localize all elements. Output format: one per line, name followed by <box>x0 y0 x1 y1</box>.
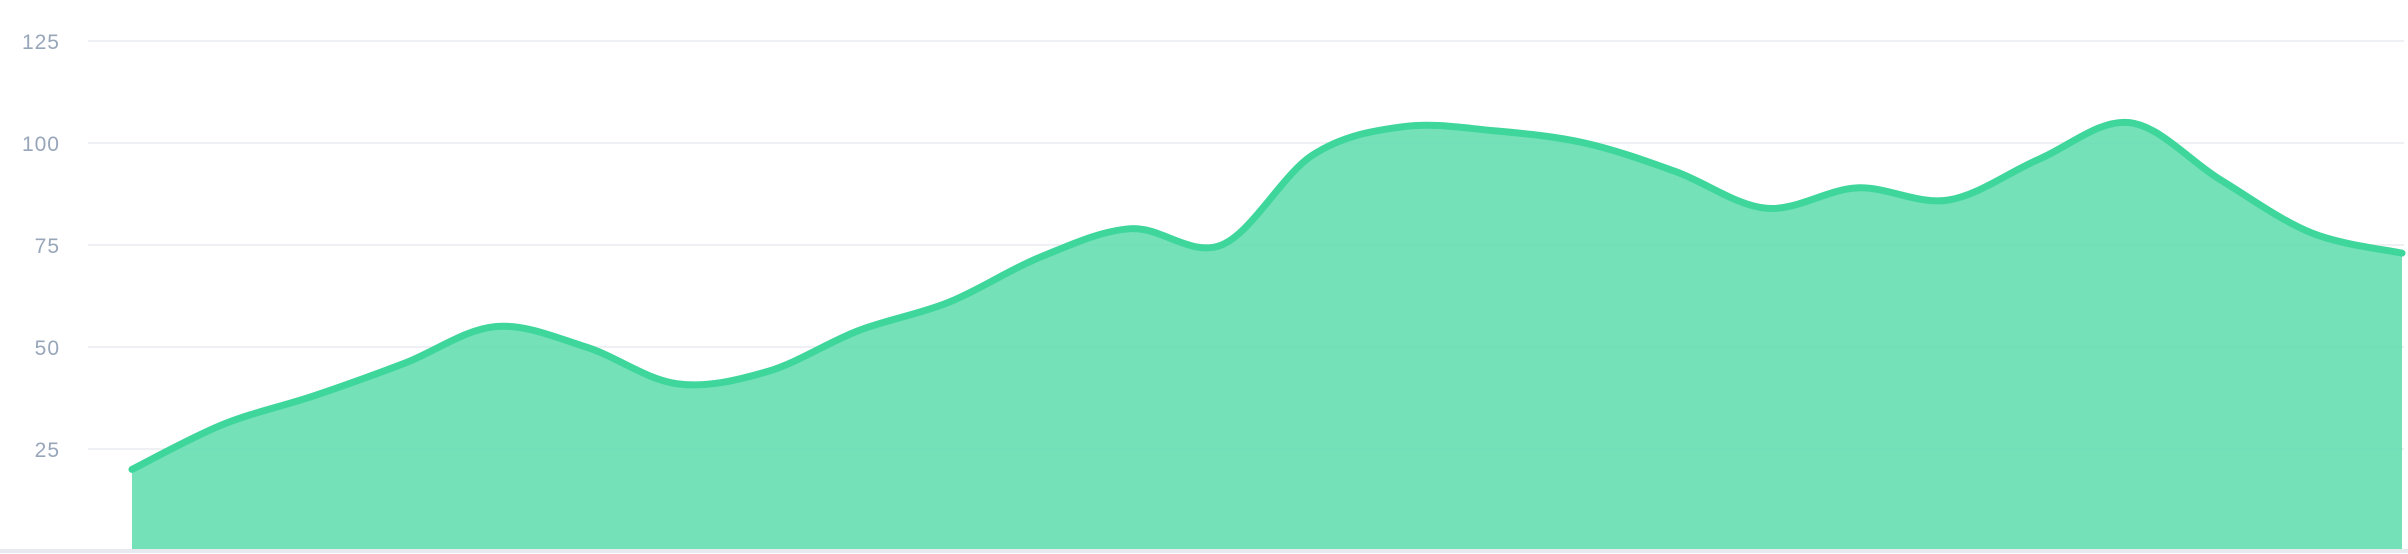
data-point-5 <box>583 344 589 350</box>
y-tick-label-50: 50 <box>35 337 60 360</box>
data-point-18 <box>1763 205 1769 211</box>
series-line-0 <box>128 118 2406 473</box>
data-point-11 <box>1128 226 1134 232</box>
y-tick-label-100: 100 <box>22 133 60 156</box>
data-point-10 <box>1037 254 1043 260</box>
data-point-4 <box>492 324 498 330</box>
data-point-17 <box>1673 169 1679 175</box>
area-fill-series-0 <box>132 122 2402 551</box>
data-point-12 <box>1219 242 1225 248</box>
y-tick-label-25: 25 <box>35 439 60 462</box>
data-point-20 <box>1945 197 1951 203</box>
data-point-2 <box>311 393 317 399</box>
data-point-14 <box>1400 124 1406 130</box>
data-point-13 <box>1309 152 1315 158</box>
data-point-9 <box>946 299 952 305</box>
data-point-21 <box>2036 156 2042 162</box>
data-point-22 <box>2127 120 2133 126</box>
data-point-19 <box>1854 185 1860 191</box>
data-point-24 <box>2308 230 2314 236</box>
y-tick-label-125: 125 <box>22 31 60 54</box>
data-point-16 <box>1582 140 1588 146</box>
y-axis-ticks: 25 50 75 100 125 <box>22 31 60 462</box>
data-point-25 <box>2399 250 2405 257</box>
data-point-6 <box>674 381 680 387</box>
data-point-0 <box>129 466 135 473</box>
data-point-7 <box>765 368 771 374</box>
data-point-15 <box>1491 128 1497 134</box>
data-point-1 <box>220 422 226 428</box>
area-series <box>128 118 2406 551</box>
y-tick-label-75: 75 <box>35 235 60 258</box>
data-point-3 <box>401 360 407 366</box>
data-point-8 <box>855 328 861 334</box>
data-point-23 <box>2217 177 2223 183</box>
